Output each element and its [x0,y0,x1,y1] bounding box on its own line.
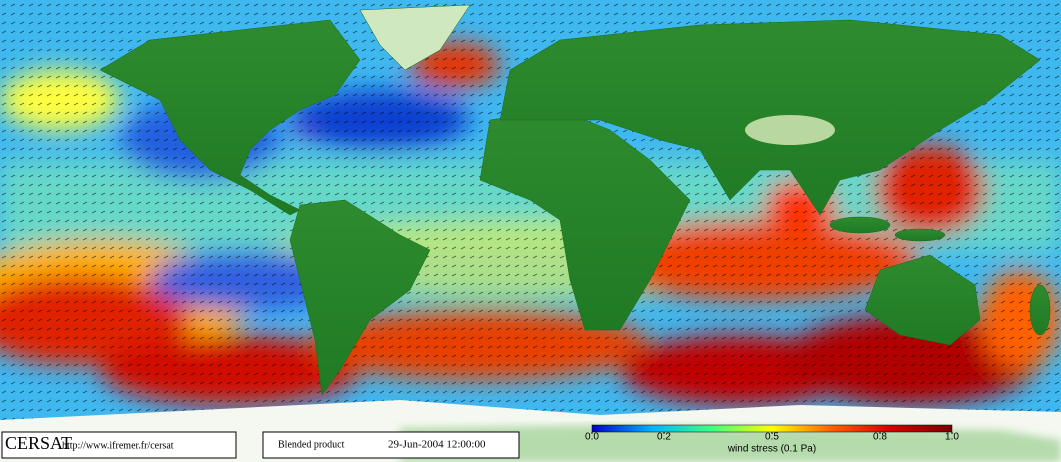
tibet [745,115,835,145]
greenland [359,4,471,71]
australia [864,254,981,346]
colorbar: 0.0 0.2 0.5 0.8 1.0 wind stress (0.1 Pa) [585,424,959,455]
colorbar-tick-label: 0.8 [873,432,887,443]
url[interactable]: http://www.ifremer.fr/cersat [62,440,174,451]
info-box [262,431,520,459]
colorbar-tick-label: 0.5 [765,432,779,443]
africa [479,109,691,331]
colorbar-tick-label: 1.0 [945,432,959,443]
colorbar-tick-label: 0.0 [585,432,599,443]
date: 29-Jun-2004 12:00:00 [388,439,486,451]
islands [894,228,946,242]
logo: CERSAT [5,433,72,453]
islands [829,216,891,234]
north-america [99,19,361,216]
islands [1029,284,1051,336]
south-america [289,199,431,396]
product: Blended product [278,439,345,450]
land [99,4,1051,396]
logo-box [1,431,237,459]
colorbar-label: wind stress (0.1 Pa) [727,444,816,455]
colorbar-tick-label: 0.2 [657,432,671,443]
